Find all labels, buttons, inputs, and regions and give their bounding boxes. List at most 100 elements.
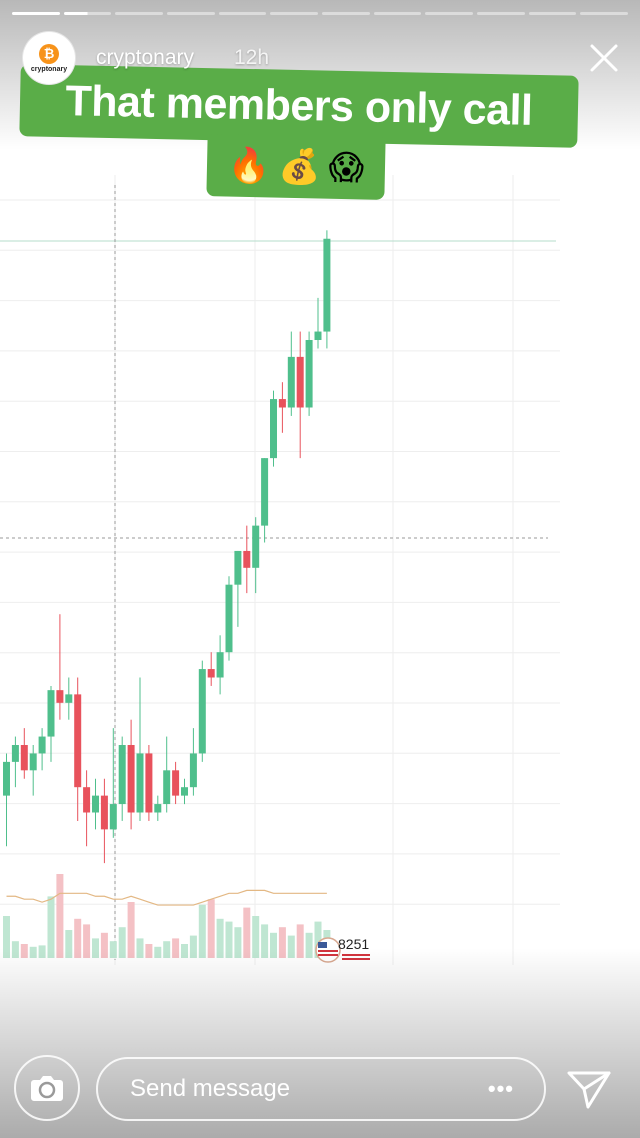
- volume-bar: [181, 944, 188, 958]
- candle-body: [243, 550, 251, 568]
- story-timestamp: 12h: [234, 46, 270, 69]
- volume-bar: [243, 907, 251, 958]
- volume-bar: [261, 924, 269, 958]
- volume-bar: [154, 946, 162, 958]
- volume-bar: [29, 946, 37, 958]
- candle-body: [100, 795, 108, 830]
- volume-moving-average: [6, 889, 327, 906]
- volume-bar: [225, 921, 233, 958]
- volume-bar: [56, 874, 64, 958]
- volume-bar: [252, 916, 260, 958]
- volume-bars: [3, 874, 331, 958]
- candle-body: [305, 340, 313, 408]
- progress-segment: [270, 12, 319, 15]
- candle-body: [136, 753, 144, 813]
- volume-bar: [11, 941, 19, 958]
- candle-body: [20, 745, 28, 771]
- volume-bar: [109, 941, 117, 958]
- volume-bar: [145, 944, 153, 958]
- volume-bar: [270, 932, 277, 958]
- volume-bar: [65, 930, 73, 958]
- volume-bar: [189, 935, 197, 958]
- progress-segment: [425, 12, 474, 15]
- caption-emojis: 🔥 💰 😱: [206, 134, 386, 200]
- volume-bar: [172, 938, 180, 958]
- underline-stripe: [342, 958, 370, 960]
- volume-bar: [100, 932, 108, 958]
- fire-emoji: 🔥: [227, 146, 271, 186]
- candle-body: [109, 804, 117, 830]
- volume-bar: [296, 924, 304, 958]
- us-flag-icon-stripe: [318, 954, 338, 956]
- candle-body: [29, 753, 37, 771]
- candle-body: [83, 787, 91, 813]
- more-options-icon[interactable]: •••: [487, 1076, 514, 1101]
- volume-bar: [83, 924, 91, 958]
- volume-bar: [305, 932, 313, 958]
- candle-body: [261, 458, 269, 526]
- candle-body: [11, 745, 19, 762]
- progress-segment: [167, 12, 215, 15]
- volume-bar: [3, 916, 10, 958]
- avatar[interactable]: ₿ cryptonary: [22, 31, 76, 85]
- candle-body: [3, 761, 10, 796]
- progress-segment: [322, 12, 370, 15]
- send-message-input[interactable]: Send message •••: [96, 1057, 546, 1121]
- volume-bar: [314, 921, 322, 958]
- volume-bar: [234, 927, 242, 958]
- volume-bar: [92, 938, 99, 958]
- chart-grid: [0, 175, 560, 965]
- candle-body: [296, 356, 304, 408]
- send-icon: [567, 1071, 611, 1109]
- candle-body: [252, 525, 260, 568]
- candle-body: [225, 584, 233, 653]
- candle-body: [189, 753, 197, 788]
- candle-body: [145, 753, 153, 813]
- close-icon: [590, 44, 618, 72]
- candle-body: [163, 770, 171, 805]
- candle-body: [181, 787, 188, 796]
- camera-button[interactable]: [14, 1055, 80, 1121]
- progress-segment: [115, 12, 164, 15]
- camera-icon: [31, 1076, 63, 1101]
- money-bag-emoji: 💰: [277, 147, 322, 187]
- candle-body: [287, 356, 295, 408]
- story-progress-bar: [12, 12, 629, 15]
- candle-body: [216, 652, 224, 678]
- candle-body: [278, 399, 286, 408]
- send-button[interactable]: [566, 1069, 612, 1111]
- candle-body: [172, 770, 180, 796]
- volume-bar: [47, 896, 55, 958]
- close-button[interactable]: [586, 40, 622, 76]
- us-flag-icon-stripe: [318, 950, 338, 952]
- volume-bar: [163, 941, 171, 958]
- candle-body: [207, 669, 215, 678]
- volume-bar: [287, 935, 295, 958]
- volume-bar: [278, 927, 286, 958]
- chart-price-label: 8251: [315, 936, 370, 963]
- candle-body: [74, 694, 82, 788]
- candlesticks: [3, 230, 331, 864]
- candle-body: [154, 804, 162, 813]
- volume-bar: [38, 945, 46, 958]
- message-composer: Send message •••: [0, 1055, 640, 1125]
- underline-stripe: [342, 954, 370, 956]
- candle-body: [198, 669, 206, 754]
- progress-segment: [528, 12, 577, 15]
- candle-body: [314, 331, 322, 340]
- bitcoin-icon: ₿: [39, 43, 59, 64]
- scream-emoji: 😱: [328, 148, 365, 188]
- candle-body: [56, 690, 64, 703]
- candle-body: [47, 690, 55, 737]
- candle-body: [270, 399, 277, 459]
- candle-body: [38, 736, 46, 754]
- avatar-brand-text: cryptonary: [30, 65, 68, 73]
- candle-body: [92, 795, 99, 813]
- volume-bar: [198, 904, 206, 958]
- candle-body: [127, 745, 135, 813]
- volume-bar: [136, 938, 144, 958]
- volume-bar: [127, 902, 135, 958]
- volume-bar: [74, 918, 82, 958]
- username[interactable]: cryptonary: [96, 46, 195, 69]
- candle-body: [323, 238, 331, 332]
